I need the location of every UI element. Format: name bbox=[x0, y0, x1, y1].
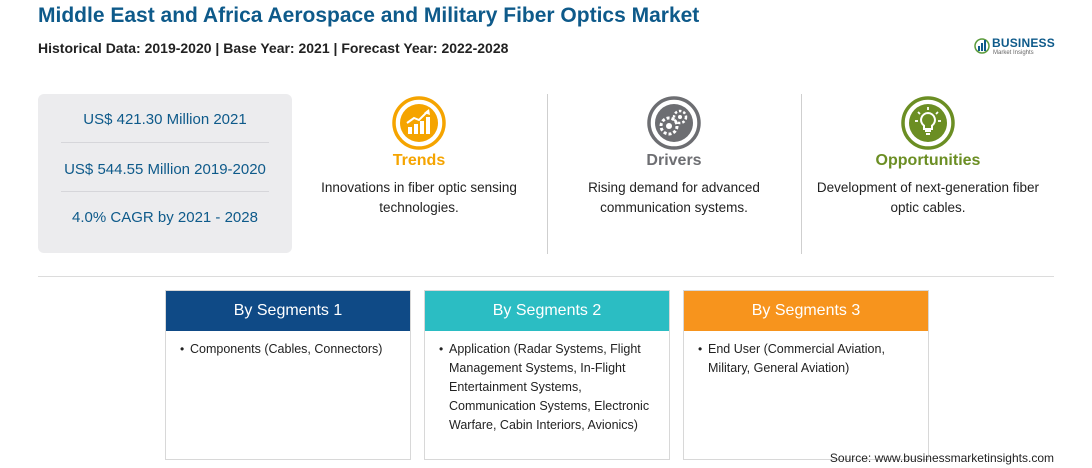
source-credit: Source: www.businessmarketinsights.com bbox=[829, 451, 1054, 465]
trends-text: Innovations in fiber optic sensing techn… bbox=[321, 180, 517, 215]
segment-card-1: By Segments 1 • Components (Cables, Conn… bbox=[165, 290, 411, 460]
bullet-icon: • bbox=[698, 342, 703, 356]
trend-chart-icon bbox=[392, 96, 446, 150]
page-title: Middle East and Africa Aerospace and Mil… bbox=[38, 4, 700, 27]
feature-divider bbox=[547, 94, 548, 254]
segment-3-body: • End User (Commercial Aviation, Militar… bbox=[684, 331, 928, 378]
segment-1-body: • Components (Cables, Connectors) bbox=[166, 331, 410, 359]
segment-2-heading: By Segments 2 bbox=[425, 291, 669, 331]
bullet-icon: • bbox=[439, 342, 444, 356]
logo-name: BUSINESS bbox=[992, 36, 1055, 50]
lightbulb-icon bbox=[901, 96, 955, 150]
stat-divider bbox=[61, 191, 269, 192]
trends-heading: Trends bbox=[392, 152, 446, 169]
segment-1-heading: By Segments 1 bbox=[166, 291, 410, 331]
drivers-text: Rising demand for advanced communication… bbox=[588, 180, 760, 215]
page-subtitle: Historical Data: 2019-2020 | Base Year: … bbox=[38, 40, 509, 56]
segment-3-heading: By Segments 3 bbox=[684, 291, 928, 331]
opportunities-card: Opportunities Development of next-genera… bbox=[801, 96, 1055, 218]
logo-tagline: Market Insights bbox=[993, 50, 1034, 56]
feature-divider bbox=[801, 94, 802, 254]
stat-market-size-historical: US$ 544.55 Million 2019-2020 bbox=[64, 161, 266, 178]
segment-2-item: Application (Radar Systems, Flight Manag… bbox=[449, 342, 650, 432]
drivers-heading: Drivers bbox=[646, 152, 702, 169]
stat-divider bbox=[61, 142, 269, 143]
bullet-icon: • bbox=[180, 342, 185, 356]
opportunities-text: Development of next-generation fiber opt… bbox=[816, 180, 1040, 215]
section-divider bbox=[38, 276, 1054, 277]
trends-card: Trends Innovations in fiber optic sensin… bbox=[292, 96, 546, 218]
segment-2-body: • Application (Radar Systems, Flight Man… bbox=[425, 331, 669, 435]
logo-globe-icon bbox=[974, 38, 990, 54]
gears-icon bbox=[647, 96, 701, 150]
drivers-card: Drivers Rising demand for advanced commu… bbox=[547, 96, 801, 218]
company-logo: BUSINESS Market Insights bbox=[974, 35, 1056, 59]
market-stats-panel: US$ 421.30 Million 2021 US$ 544.55 Milli… bbox=[38, 94, 292, 253]
stat-market-size-2021: US$ 421.30 Million 2021 bbox=[83, 111, 247, 128]
segment-3-item: End User (Commercial Aviation, Military,… bbox=[708, 342, 885, 375]
segment-card-3: By Segments 3 • End User (Commercial Avi… bbox=[683, 290, 929, 460]
opportunities-heading: Opportunities bbox=[875, 152, 981, 169]
stat-cagr: 4.0% CAGR by 2021 - 2028 bbox=[72, 209, 258, 226]
segment-1-item: Components (Cables, Connectors) bbox=[190, 342, 383, 356]
segment-card-2: By Segments 2 • Application (Radar Syste… bbox=[424, 290, 670, 460]
